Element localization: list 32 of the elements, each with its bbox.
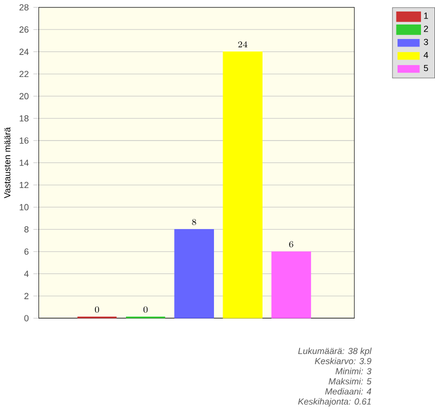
legend-label: 5 [424,64,428,71]
legend-label: 4 [424,52,428,58]
y-tick-label: 26 [20,26,28,33]
y-tick-label: 4 [24,270,29,277]
y-tick-label: 16 [20,137,28,144]
legend-label: 2 [424,26,428,32]
y-axis-title: Vastausten määrä [4,127,10,198]
text: Keskiarvo: 3.9 [314,358,372,364]
y-tick-label: 18 [20,115,29,122]
y-tick-label: 0 [24,314,29,322]
y-tick-label: 2 [24,292,28,299]
y-tick-label: 22 [20,70,28,77]
legend-label: 3 [424,38,428,45]
y-tick-label: 6 [24,248,28,255]
y-tick-label: 20 [20,92,29,100]
text: Minimi: 3 [336,368,372,374]
data-label: 8 [192,218,196,225]
data-label: 6 [289,241,294,248]
data-label: 0 [94,306,100,312]
text: Keskihajonta: 0.61 [298,398,371,406]
data-label: 24 [238,41,248,48]
legend-label: 1 [424,12,428,19]
y-tick-label: 24 [20,48,29,55]
y-tick-label: 8 [24,226,29,232]
y-tick-label: 10 [20,204,29,210]
y-tick-label: 14 [20,160,29,166]
text: Lukumäärä: 38 kpl [298,347,372,356]
y-tick-label: 28 [20,4,29,10]
text: Maksimi: 5 [328,378,372,384]
data-label: 0 [144,306,148,312]
y-tick-label: 12 [20,182,28,188]
text: Mediaani: 4 [325,388,372,394]
